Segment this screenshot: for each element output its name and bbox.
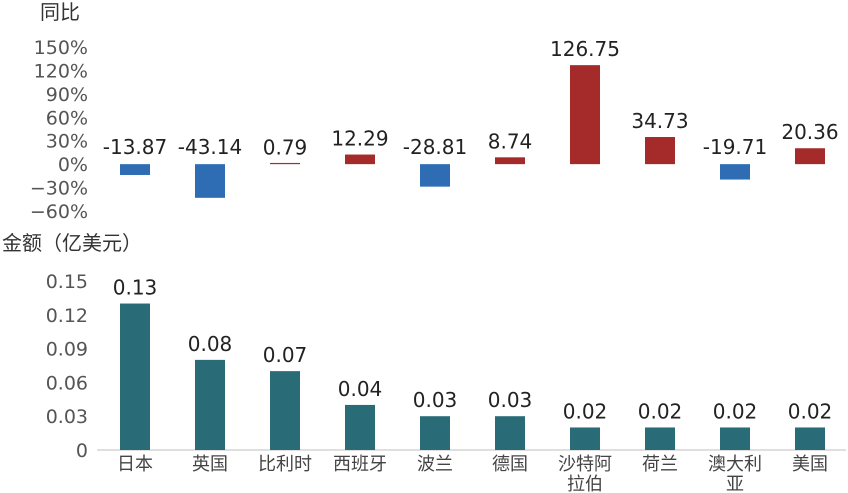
top-data-label: 8.74 <box>488 129 533 153</box>
bottom-y-tick-label: 0.09 <box>46 339 88 361</box>
bottom-y-tick-label: 0 <box>76 440 88 462</box>
top-bar <box>195 164 225 198</box>
top-y-tick-label: 0% <box>58 154 88 176</box>
x-axis-category-label: 沙特阿 <box>558 454 612 475</box>
x-axis-category-label: 荷兰 <box>642 454 678 475</box>
bottom-y-tick-label: 0.12 <box>46 305 88 327</box>
bottom-bar <box>195 359 225 450</box>
top-y-tick-label: −60% <box>30 201 88 223</box>
top-bar <box>345 154 375 165</box>
bottom-y-tick-label: 0.06 <box>46 372 88 394</box>
bottom-bar <box>270 371 300 450</box>
top-bar <box>795 148 825 165</box>
x-axis-category-label: 比利时 <box>258 454 312 475</box>
top-bar <box>495 157 525 165</box>
bottom-data-label: 0.03 <box>413 388 458 412</box>
bottom-bar <box>345 404 375 450</box>
x-axis-category-label: 波兰 <box>417 454 453 475</box>
bottom-bar <box>420 416 450 450</box>
x-axis-category-label: 澳大利 <box>708 454 762 475</box>
x-axis-category-label: 西班牙 <box>333 454 387 475</box>
bottom-y-tick-label: 0.03 <box>46 406 88 428</box>
top-data-labels: -13.87 -43.14 0.79 12.29 -28.81 8.74 126.75 34.… <box>103 37 839 159</box>
top-bar <box>645 137 675 165</box>
bottom-data-label: 0.02 <box>788 399 833 423</box>
x-axis-category-label: 亚 <box>726 474 744 493</box>
bottom-data-labels: 0.13 0.08 0.07 0.04 0.03 0.03 0.02 0.02 0.02 0.02 <box>113 276 833 424</box>
bottom-data-label: 0.08 <box>188 332 233 356</box>
top-data-label: -19.71 <box>703 135 767 159</box>
top-data-label: -43.14 <box>178 135 242 159</box>
bottom-data-label: 0.02 <box>563 399 608 423</box>
bottom-data-label: 0.07 <box>263 343 308 367</box>
top-y-tick-label: 120% <box>34 60 88 82</box>
bottom-data-label: 0.04 <box>338 377 383 401</box>
bottom-bars <box>120 303 825 450</box>
x-axis-category-label: 美国 <box>792 454 828 475</box>
top-y-tick-label: 150% <box>34 37 88 59</box>
top-y-tick-label: 30% <box>46 131 88 153</box>
bottom-y-tick-label: 0.15 <box>46 271 88 293</box>
top-data-label: 20.36 <box>781 120 838 144</box>
top-y-tick-label: 90% <box>46 84 88 106</box>
top-data-label: 12.29 <box>331 127 388 151</box>
bottom-bar <box>570 427 600 450</box>
top-data-label: 0.79 <box>263 136 308 160</box>
x-axis-category-label: 德国 <box>492 454 528 475</box>
bottom-y-axis-ticks: 0.15 0.12 0.09 0.06 0.03 0 <box>46 271 88 462</box>
bottom-y-axis-title: 金额（亿美元） <box>2 231 142 255</box>
bottom-data-label: 0.03 <box>488 388 533 412</box>
x-axis-category-label: 日本 <box>117 454 153 475</box>
bottom-data-label: 0.02 <box>713 399 758 423</box>
bottom-bar <box>120 303 150 450</box>
top-data-label: -13.87 <box>103 135 167 159</box>
yoy-growth-chart: 同比 150%120%90%60%30%0%−30%−60% -13.87 -43… <box>30 0 839 223</box>
bottom-data-label: 0.02 <box>638 399 683 423</box>
bottom-data-label: 0.13 <box>113 276 158 300</box>
top-bar <box>120 164 150 175</box>
top-y-axis-title: 同比 <box>40 0 80 24</box>
top-y-tick-label: −30% <box>30 178 88 200</box>
x-axis-category-label: 英国 <box>192 454 228 475</box>
top-data-label: -28.81 <box>403 135 467 159</box>
bottom-bar <box>645 427 675 450</box>
top-bar <box>720 164 750 180</box>
top-bar <box>420 164 450 187</box>
top-data-label: 34.73 <box>631 109 688 133</box>
top-bar <box>270 162 300 165</box>
top-y-tick-label: 60% <box>46 107 88 129</box>
top-bars <box>120 65 825 198</box>
bottom-bar <box>495 416 525 450</box>
top-bar <box>570 65 600 165</box>
x-axis-category-label: 拉伯 <box>567 474 603 493</box>
top-data-label: 126.75 <box>550 37 620 61</box>
bottom-bar <box>720 427 750 450</box>
amount-chart: 金额（亿美元） 0.150.120.090.060.030 0.130.08 0.… <box>2 231 846 493</box>
bottom-bar <box>795 427 825 450</box>
top-y-axis-ticks: 150%120%90%60%30%0%−30%−60% <box>30 37 88 223</box>
